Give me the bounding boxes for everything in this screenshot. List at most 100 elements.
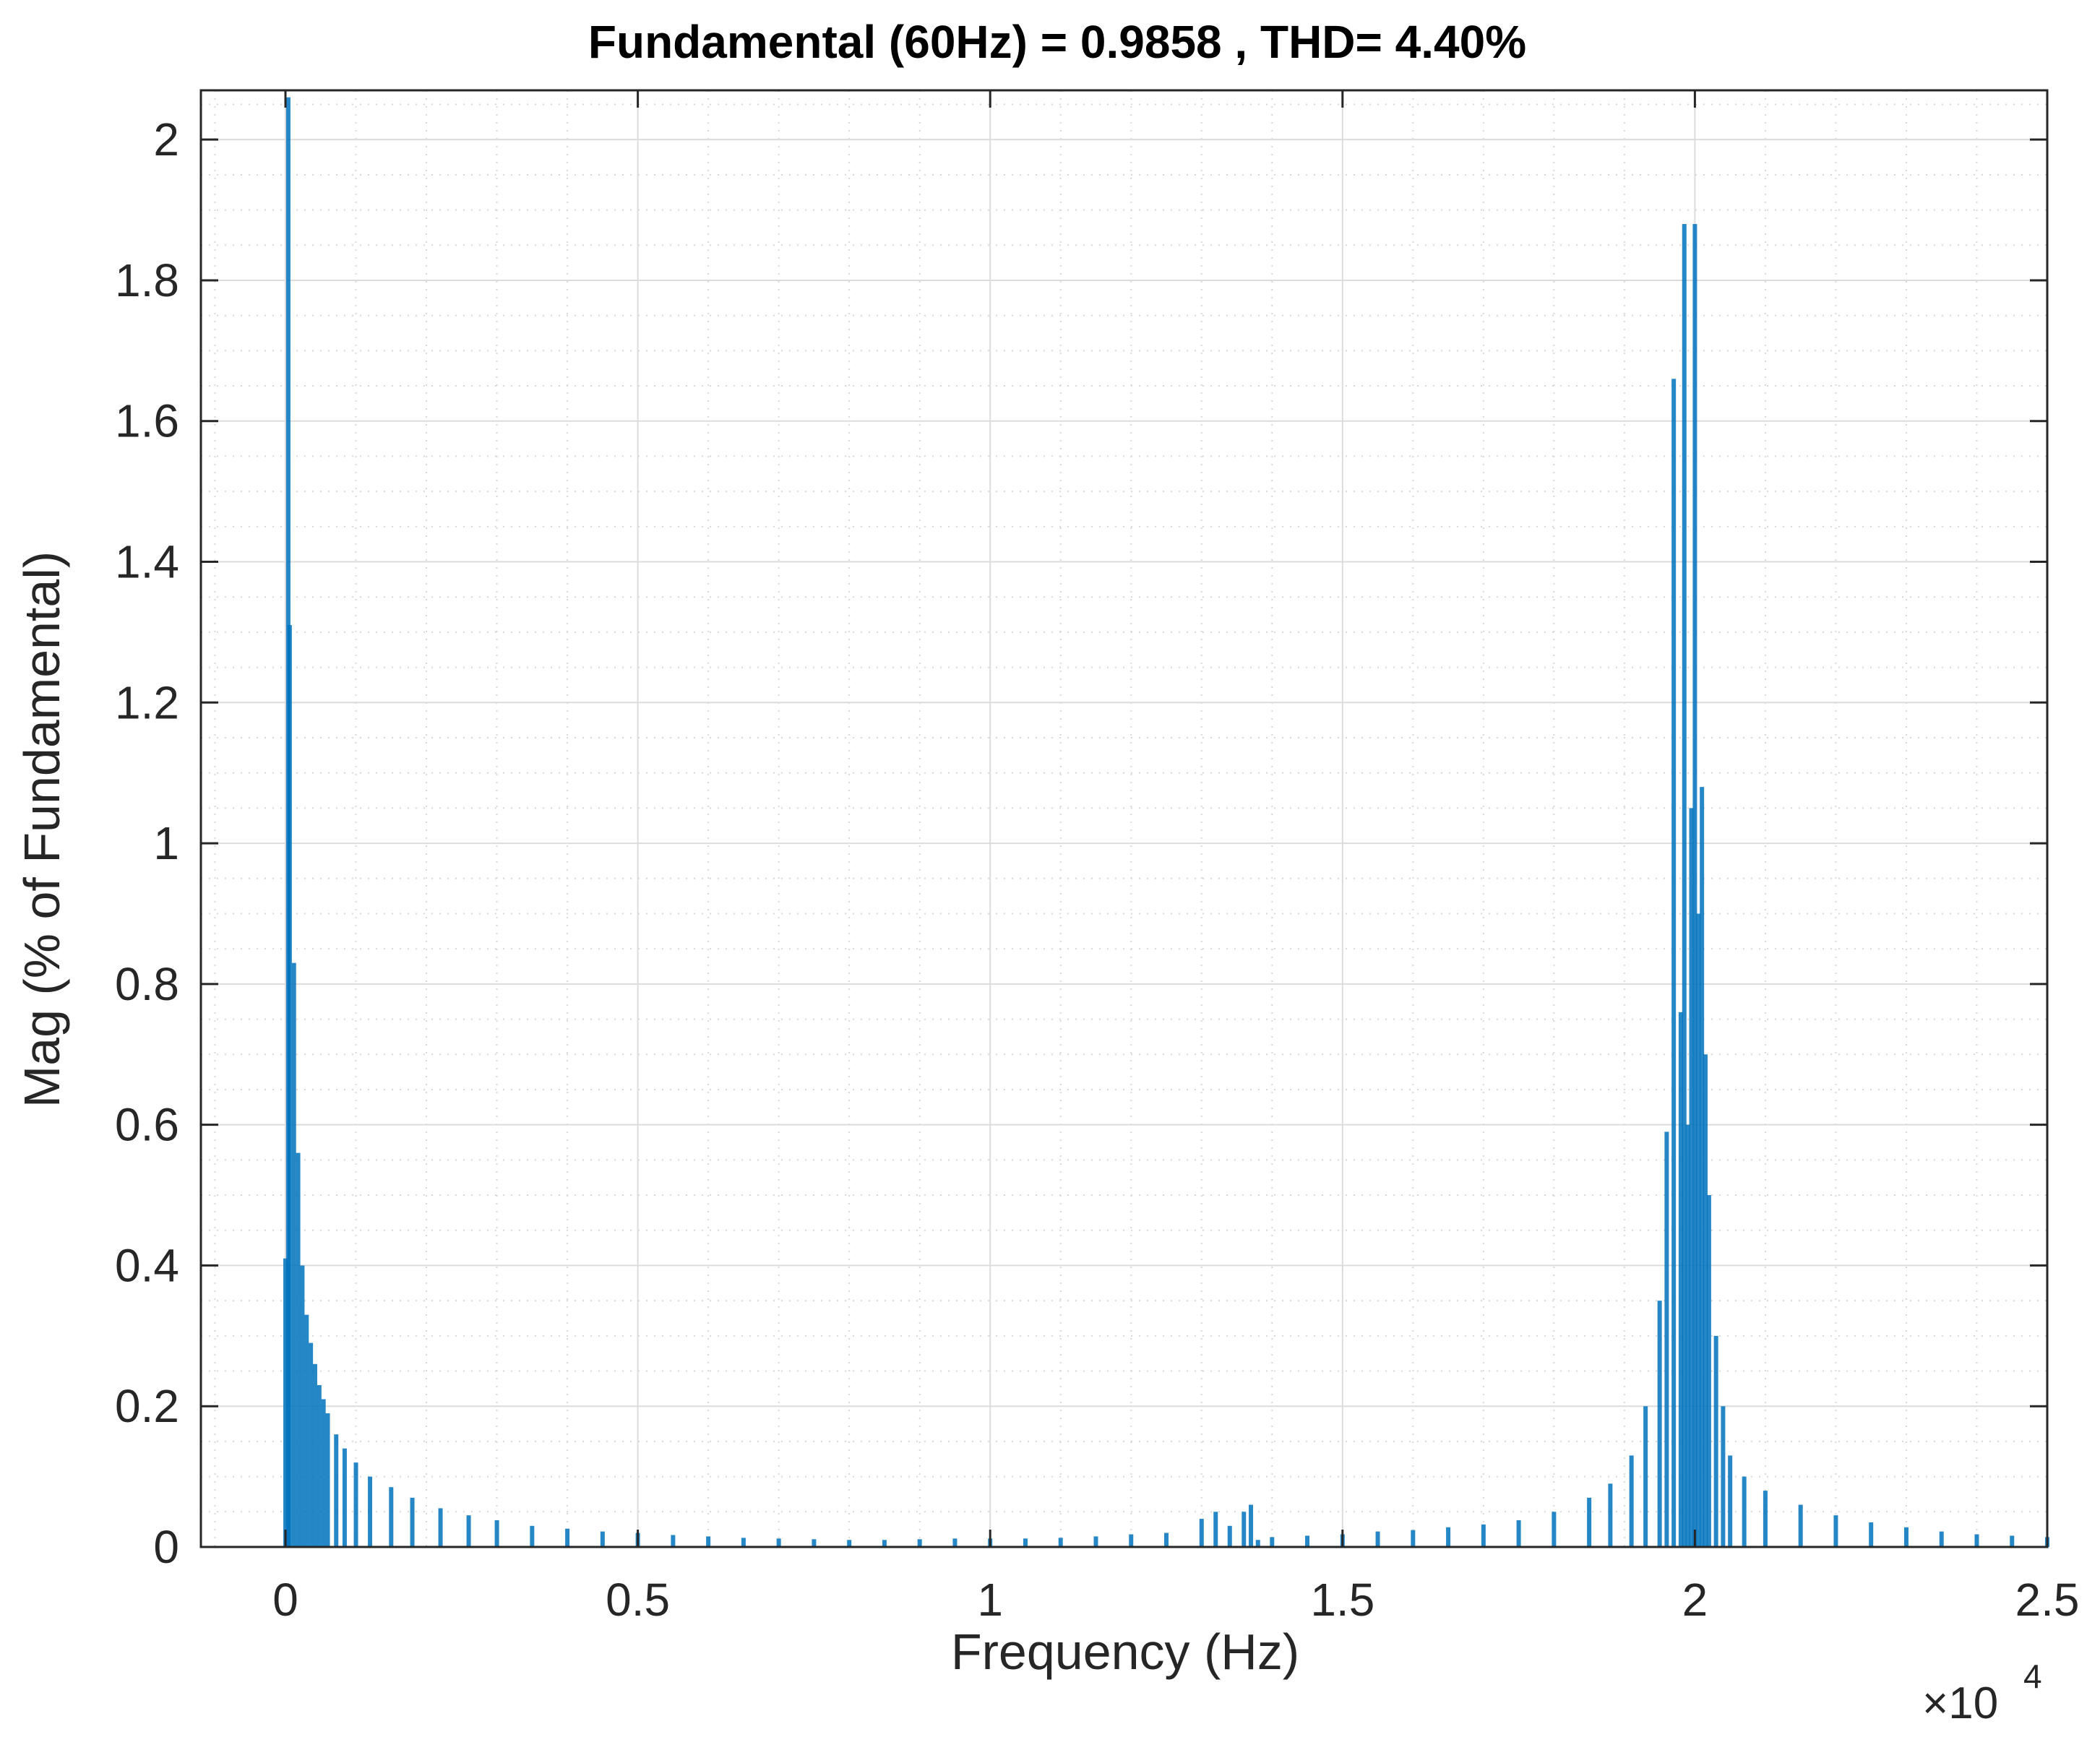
spectrum-bar [1685,1124,1690,1547]
spectrum-bar [1869,1522,1874,1547]
y-tick-label: 0.8 [115,958,179,1010]
spectrum-bar [1305,1535,1310,1547]
spectrum-bar [1552,1512,1557,1547]
spectrum-bar [1657,1301,1662,1547]
y-tick-label: 1.6 [115,395,179,447]
spectrum-bar [389,1487,394,1547]
spectrum-bar [1446,1527,1451,1547]
spectrum-bar [494,1520,499,1547]
spectrum-bar [600,1531,605,1547]
spectrum-bar [1713,1335,1718,1547]
plot-area [201,90,2047,1547]
spectrum-bar [1058,1538,1063,1547]
spectrum-bar [287,625,292,1548]
spectrum-bar [1093,1536,1098,1547]
spectrum-bar [466,1515,471,1547]
spectrum-bar [410,1497,415,1547]
spectrum-bar [1164,1533,1169,1547]
spectrum-bar [1643,1406,1648,1547]
chart-title: Fundamental (60Hz) = 0.9858 , THD= 4.40% [588,16,1526,68]
spectrum-bar [1608,1483,1613,1547]
spectrum-bar [325,1413,330,1547]
y-tick-label: 0.2 [115,1380,179,1432]
spectrum-bar [1682,224,1687,1548]
spectrum-bar [296,1152,301,1547]
y-tick-label: 1.8 [115,254,179,306]
y-tick-label: 0 [153,1521,179,1573]
spectrum-bar [847,1540,852,1547]
spectrum-bar [353,1462,358,1547]
y-tick-label: 1.4 [115,536,179,588]
y-tick-label: 1.2 [115,676,179,728]
spectrum-bar [706,1536,711,1547]
spectrum-bar [1199,1519,1204,1547]
x-tick-label: 2.5 [2015,1574,2080,1626]
y-axis-ticks: 0 0.2 0.4 0.6 0.8 1 1.2 1.4 1.6 1.8 2 [115,113,2047,1573]
spectrum-bar [283,1258,288,1547]
spectrum-bar [1255,1540,1260,1547]
y-tick-label: 1 [153,817,179,869]
spectrum-bar [2010,1535,2015,1547]
spectrum-bar [1242,1512,1247,1547]
spectrum-bars [283,97,2049,1548]
spectrum-bar [1481,1524,1486,1547]
spectrum-bar [1939,1531,1944,1547]
spectrum-bar [300,1265,305,1547]
x-tick-label: 1 [977,1574,1003,1626]
spectrum-bar [1742,1476,1747,1547]
spectrum-bar [438,1508,443,1547]
x-tick-label: 0 [272,1574,298,1626]
spectrum-bar [334,1434,339,1547]
spectrum-bar [291,962,296,1547]
spectrum-bar [1227,1525,1232,1547]
spectrum-bar [1721,1406,1726,1547]
spectrum-bar [565,1528,570,1547]
spectrum-bar [1411,1530,1416,1547]
spectrum-bar [530,1525,535,1547]
spectrum-bar [312,1363,317,1547]
spectrum-bar [812,1539,817,1547]
spectrum-bar [1706,1195,1711,1547]
spectrum-bar [1728,1455,1733,1547]
spectrum-bar [741,1538,746,1547]
spectrum-bar [1213,1512,1218,1547]
spectrum-bar [1023,1538,1028,1547]
spectrum-bar [1763,1491,1768,1547]
spectrum-bar [1703,1054,1708,1547]
spectrum-bar [1689,808,1694,1547]
axes-box [199,89,2049,1548]
spectrum-bar [1974,1534,1979,1547]
x-axis-label: Frequency (Hz) [951,1624,1299,1680]
x-tick-label: 0.5 [606,1574,670,1626]
x-axis-ticks: 0 0.5 1 1.5 2 2.5 [272,90,2079,1626]
spectrum-bar [1696,913,1701,1547]
spectrum-bar [882,1540,887,1547]
spectrum-bar [368,1476,373,1547]
spectrum-bar [309,1342,314,1547]
spectrum-bar [1833,1515,1838,1547]
spectrum-bar [776,1538,781,1547]
x-exponent-power: 4 [2023,1658,2042,1695]
spectrum-bar [1692,224,1697,1548]
y-tick-label: 2 [153,113,179,165]
spectrum-bar [1629,1455,1634,1547]
spectrum-bar [1903,1527,1908,1547]
y-axis-label: Mag (% of Fundamental) [14,551,70,1108]
spectrum-bar [317,1385,322,1547]
spectrum-bar [304,1314,309,1547]
y-tick-label: 0.6 [115,1099,179,1151]
spectrum-bar [1700,787,1705,1547]
spectrum-bar [1671,379,1677,1547]
spectrum-bar [1249,1504,1254,1547]
x-tick-label: 2 [1682,1574,1708,1626]
spectrum-bar [1664,1132,1669,1547]
spectrum-bar [1516,1520,1521,1547]
x-exponent-base: ×10 [1922,1678,1998,1728]
spectrum-bar [321,1399,326,1547]
spectrum-bar [917,1539,922,1547]
spectrum-bar [1129,1534,1134,1547]
spectrum-bar [1678,1012,1683,1547]
spectrum-bar [1587,1497,1592,1547]
spectrum-bar [952,1538,958,1547]
